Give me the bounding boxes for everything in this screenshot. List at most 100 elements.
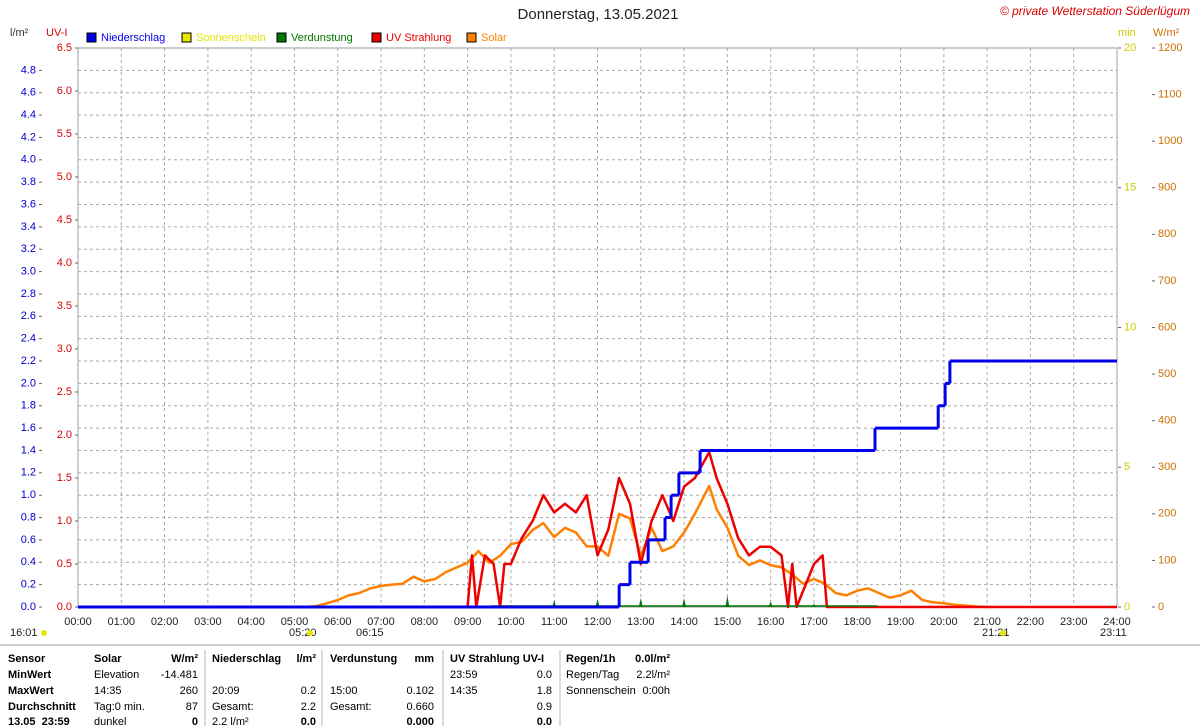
table-cell: MinWert [8,669,52,681]
spike [725,595,730,607]
legend-label: Sonnenschein [196,32,266,44]
legend-swatch [181,32,192,43]
legend-swatch [86,32,97,43]
y-tick-label: 1.8 [21,400,36,412]
table-cell: 2.2 l/m² [212,716,249,726]
y-tick-label: 3.0 [21,266,36,278]
table-cell: 15:00 [330,685,358,697]
legend-label: UV Strahlung [386,32,451,44]
table-cell: Sonnenschein [566,685,636,697]
y4-tick-label: 900 [1158,182,1176,194]
spike [855,605,860,607]
y-tick-label: 2.0 [21,377,36,389]
table-cell: Solar [94,653,122,665]
table-cell: Sensor [8,653,46,665]
annotation: 23:11 [1100,627,1127,639]
legend-label: Solar [481,32,507,44]
y-tick-label: 4.2 [21,131,36,143]
y-tick-label: 4.4 [21,109,36,121]
y4-tick-label: 400 [1158,415,1176,427]
y3-tick-label: 0 [1124,601,1130,613]
y3-tick-label: 20 [1124,42,1136,54]
series-line [78,450,1117,609]
y2-tick-label: 3.0 [57,343,72,355]
table-cell: UV Strahlung UV-I [450,653,544,665]
y2-tick-label: 4.0 [57,257,72,269]
spike [768,601,773,607]
table-cell: dunkel [94,716,126,726]
annotation: 06:15 [356,627,384,639]
table-cell: 0.660 [406,701,434,713]
y4-tick-label: 200 [1158,508,1176,520]
table-cell: 0:00h [642,685,670,697]
y-tick-label: 4.0 [21,154,36,166]
table-cell: Regen/Tag [566,669,619,681]
legend-swatch [466,32,477,43]
y4-tick-label: 1100 [1158,88,1182,100]
table-cell: Niederschlag [212,653,281,665]
x-tick-label: 04:00 [237,616,265,628]
x-tick-label: 07:00 [367,616,395,628]
x-tick-label: 16:00 [757,616,785,628]
table-cell: -14.481 [161,669,198,681]
y4-axis-label: W/m² [1153,27,1180,39]
table-cell: 0.9 [537,701,552,713]
table-cell: 0 [192,716,198,726]
table-cell: 0.0 [537,669,552,681]
y-tick-label: 1.0 [21,489,36,501]
table-cell: Elevation [94,669,139,681]
y4-tick-label: 100 [1158,554,1176,566]
time-marker [41,630,47,636]
table-cell: 23:59 [450,669,478,681]
x-tick-label: 10:00 [497,616,525,628]
x-tick-label: 12:00 [584,616,612,628]
y2-tick-label: 0.0 [57,601,72,613]
y3-tick-label: 15 [1124,182,1136,194]
y2-tick-label: 3.5 [57,300,72,312]
table-cell: 20:09 [212,685,240,697]
y2-tick-label: 4.5 [57,214,72,226]
y-tick-label: 0.4 [21,556,36,568]
x-tick-label: 19:00 [887,616,915,628]
legend-swatch [276,32,287,43]
y-tick-label: 3.8 [21,176,36,188]
y4-tick-label: 0 [1158,601,1164,613]
table-cell: Regen/1h [566,653,616,665]
y4-tick-label: 500 [1158,368,1176,380]
y4-tick-label: 1000 [1158,135,1182,147]
x-tick-label: 18:00 [843,616,871,628]
y2-tick-label: 1.5 [57,472,72,484]
table-dividers [204,650,561,726]
x-tick-label: 11:00 [541,616,568,628]
x-tick-label: 06:00 [324,616,352,628]
y4-tick-label: 300 [1158,461,1176,473]
table-cell: 14:35 [94,685,122,697]
chart-title: Donnerstag, 13.05.2021 [518,6,679,23]
legend-swatch [371,32,382,43]
y-axis-label: l/m² [10,27,29,39]
x-tick-label: 21:00 [973,616,1001,628]
table-cell: 0.0 [301,716,316,726]
annotation: 16:01 [10,627,38,639]
x-tick-label: 08:00 [411,616,439,628]
y-tick-label: 3.4 [21,221,36,233]
table-cell: Gesamt: [212,701,254,713]
x-tick-label: 14:00 [670,616,698,628]
y2-axis-label: UV-I [46,27,67,39]
y2-tick-label: 1.0 [57,515,72,527]
y-tick-label: 0.8 [21,511,36,523]
y-tick-label: 2.4 [21,333,36,345]
y-tick-label: 1.6 [21,422,36,434]
table-cell: 260 [180,685,198,697]
spike [638,598,643,607]
table-cell: 0.0l/m² [635,653,670,665]
spike [682,598,687,607]
spike [552,600,557,607]
x-tick-label: 09:00 [454,616,482,628]
table-cell: Durchschnitt [8,701,76,713]
y4-tick-label: 600 [1158,321,1176,333]
y2-tick-label: 6.0 [57,85,72,97]
table-cell: 0.102 [406,685,434,697]
